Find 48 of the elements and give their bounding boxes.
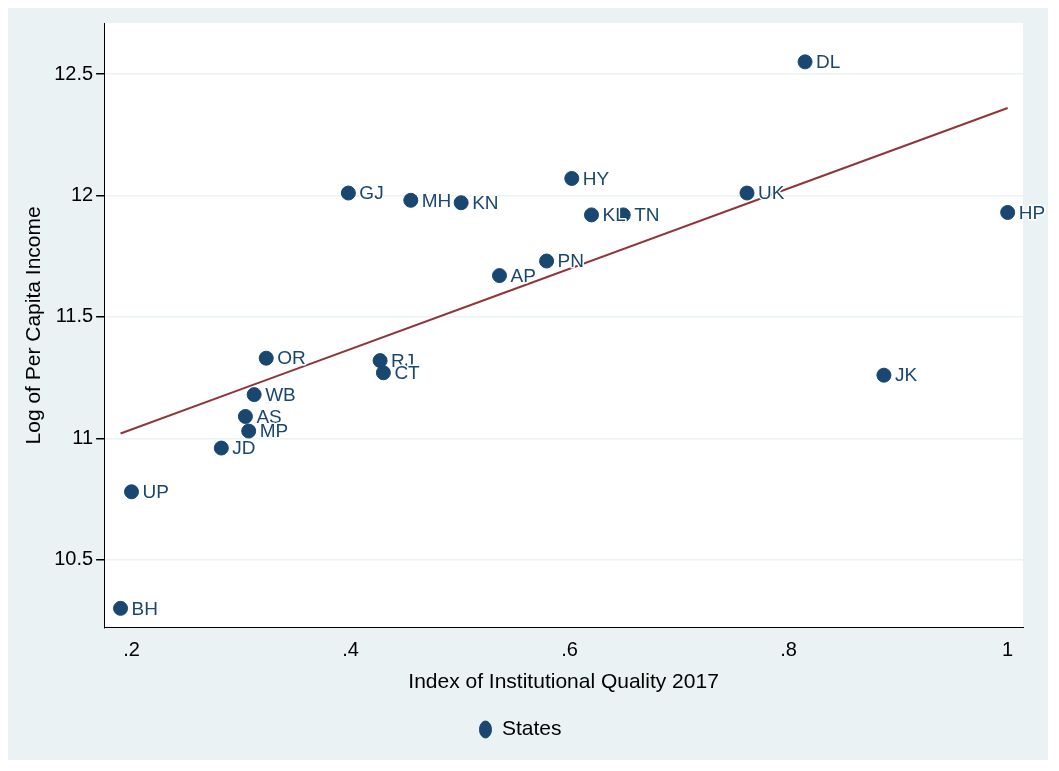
annotation: HP	[1018, 201, 1046, 223]
annotation: KN	[472, 191, 499, 213]
point	[241, 423, 257, 439]
point	[403, 192, 419, 208]
point	[372, 353, 388, 369]
annotation: UP	[142, 481, 169, 503]
point	[583, 207, 599, 223]
point	[375, 365, 391, 381]
point	[739, 185, 755, 201]
annotation: JD	[232, 437, 256, 459]
y-tick-label: 12.5	[54, 61, 94, 84]
x-tick-label: .6	[561, 638, 578, 661]
point	[213, 440, 229, 456]
annotation: JK	[894, 364, 918, 386]
point	[237, 408, 253, 424]
point	[1000, 204, 1016, 220]
annotation: PN	[557, 250, 584, 272]
point	[797, 54, 813, 70]
annotation: OR	[277, 347, 306, 369]
point	[113, 600, 129, 616]
point	[539, 253, 555, 269]
x-tick-label: 1	[1002, 638, 1014, 661]
point	[876, 367, 892, 383]
annotation: HY	[582, 167, 610, 189]
x-tick-label: .4	[342, 638, 359, 661]
annotation: AP	[510, 264, 536, 286]
point	[453, 195, 469, 211]
y-axis-title: Log of Per Capita Income	[21, 206, 45, 445]
y-tick-label: 12	[70, 182, 94, 205]
y-tick-label: 11	[72, 425, 94, 448]
point	[340, 185, 356, 201]
annotation: GJ	[359, 182, 384, 204]
y-tick-label: 10.5	[54, 547, 94, 570]
point	[124, 484, 140, 500]
annotation: BH	[131, 597, 158, 619]
x-axis-title: Index of Institutional Quality 2017	[408, 669, 719, 693]
annotation: MH	[421, 189, 452, 211]
x-tick-label: .2	[123, 638, 140, 661]
point	[258, 350, 274, 366]
point	[246, 387, 262, 403]
y-tick-label: 11.5	[55, 304, 94, 327]
point	[491, 268, 507, 284]
point	[564, 170, 580, 186]
annotation: DL	[816, 51, 841, 73]
legend-label: States	[501, 716, 562, 740]
x-tick-label: .8	[780, 638, 797, 661]
annotation: TN	[634, 204, 660, 226]
annotation: WB	[265, 383, 296, 405]
